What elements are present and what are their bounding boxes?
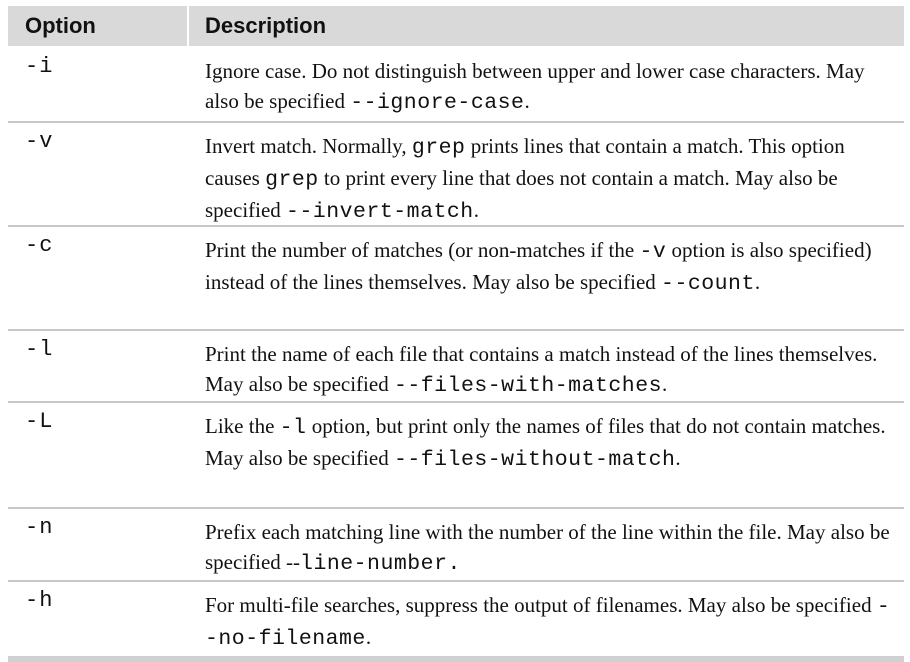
- code-snippet: --no-filename: [205, 595, 891, 651]
- option-cell: -l: [25, 337, 54, 362]
- table-row: -l Print the name of each file that cont…: [8, 331, 904, 403]
- table-row: -i Ignore case. Do not distinguish betwe…: [8, 48, 904, 123]
- option-cell: -L: [25, 409, 54, 434]
- description-cell: Print the number of matches (or non-matc…: [205, 238, 872, 296]
- code-snippet: --files-without-match: [393, 448, 676, 472]
- description-cell: Print the name of each file that contain…: [205, 342, 878, 398]
- table-row: -L Like the -l option, but print only th…: [8, 403, 904, 509]
- code-snippet: --invert-match: [286, 200, 474, 224]
- code-snippet: grep: [411, 136, 466, 160]
- option-cell: -c: [25, 233, 54, 258]
- option-column-header: Option: [8, 6, 189, 46]
- table-row: -h For multi-file searches, suppress the…: [8, 582, 904, 656]
- code-snippet: -v: [639, 240, 667, 264]
- code-snippet: --files-with-matches: [393, 374, 662, 398]
- option-cell: -h: [25, 588, 54, 613]
- code-snippet: --ignore-case: [350, 91, 525, 115]
- description-cell: Invert match. Normally, grep prints line…: [205, 134, 845, 224]
- description-cell: Prefix each matching line with the numbe…: [205, 520, 890, 576]
- code-snippet: --count: [661, 272, 755, 296]
- table-header: Option Description: [8, 6, 904, 48]
- code-snippet: -l: [279, 416, 307, 440]
- option-cell: -n: [25, 515, 54, 540]
- description-cell: Ignore case. Do not distinguish between …: [205, 59, 865, 115]
- option-cell: -i: [25, 54, 54, 79]
- code-snippet: line-number.: [300, 552, 461, 576]
- table-row: -n Prefix each matching line with the nu…: [8, 509, 904, 582]
- code-snippet: grep: [265, 168, 319, 192]
- option-cell: -v: [25, 129, 54, 154]
- description-cell: For multi-file searches, suppress the ou…: [205, 593, 891, 651]
- options-table: Option Description -i Ignore case. Do no…: [8, 6, 904, 662]
- table-bottom-rule: [8, 656, 904, 662]
- description-column-header: Description: [205, 13, 327, 38]
- table-row: -v Invert match. Normally, grep prints l…: [8, 123, 904, 227]
- description-cell: Like the -l option, but print only the n…: [205, 414, 886, 472]
- table-row: -c Print the number of matches (or non-m…: [8, 227, 904, 331]
